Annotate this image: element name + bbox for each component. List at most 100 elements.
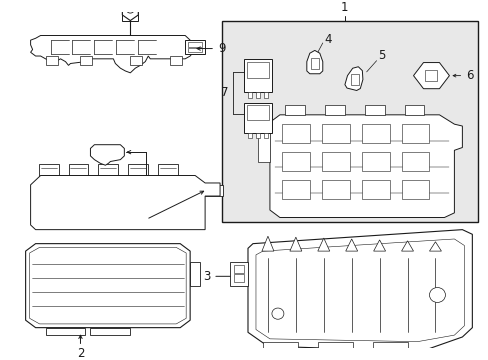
Bar: [317, 342, 352, 355]
Bar: [190, 262, 200, 285]
Bar: [45, 328, 85, 335]
Bar: [151, 200, 167, 209]
Polygon shape: [345, 239, 357, 251]
Bar: [264, 132, 267, 138]
Bar: [285, 105, 304, 115]
Bar: [188, 48, 202, 52]
Bar: [42, 183, 67, 197]
Bar: [81, 56, 92, 66]
Polygon shape: [289, 237, 301, 251]
Bar: [401, 124, 428, 143]
Polygon shape: [317, 238, 329, 251]
Text: 6: 6: [466, 69, 473, 82]
Bar: [39, 213, 57, 224]
Bar: [66, 213, 84, 224]
Polygon shape: [31, 176, 220, 230]
Bar: [246, 105, 268, 121]
Text: 3: 3: [203, 270, 210, 283]
Bar: [350, 74, 358, 85]
Text: 4: 4: [324, 33, 331, 46]
Polygon shape: [262, 236, 273, 251]
Bar: [321, 180, 349, 199]
Bar: [401, 180, 428, 199]
Bar: [234, 265, 244, 273]
Bar: [122, 213, 140, 224]
Text: 5: 5: [378, 49, 385, 62]
Bar: [150, 213, 168, 224]
Bar: [128, 164, 148, 176]
Polygon shape: [306, 50, 322, 74]
Bar: [246, 62, 268, 78]
Bar: [255, 93, 260, 98]
Polygon shape: [428, 242, 441, 251]
Bar: [258, 134, 269, 162]
Bar: [112, 183, 137, 197]
Bar: [364, 105, 384, 115]
Polygon shape: [25, 244, 190, 328]
Bar: [425, 70, 437, 81]
Bar: [244, 59, 271, 93]
Bar: [281, 180, 309, 199]
Bar: [361, 152, 389, 171]
Polygon shape: [90, 145, 124, 165]
Bar: [321, 152, 349, 171]
Polygon shape: [31, 36, 193, 73]
Bar: [81, 200, 97, 209]
Bar: [244, 103, 271, 132]
Bar: [116, 200, 132, 209]
Bar: [77, 183, 102, 197]
Bar: [281, 124, 309, 143]
Bar: [263, 342, 297, 355]
Bar: [46, 200, 62, 209]
Bar: [98, 164, 118, 176]
Bar: [281, 152, 309, 171]
Bar: [247, 132, 251, 138]
Circle shape: [428, 288, 445, 302]
Polygon shape: [255, 239, 464, 342]
Text: 1: 1: [340, 1, 348, 14]
Polygon shape: [269, 115, 462, 217]
Circle shape: [271, 308, 284, 319]
Circle shape: [126, 6, 134, 13]
Bar: [404, 105, 424, 115]
Bar: [108, 148, 114, 154]
Bar: [147, 183, 172, 197]
Bar: [361, 124, 389, 143]
Bar: [98, 148, 104, 154]
Text: 2: 2: [77, 347, 84, 360]
Polygon shape: [401, 241, 413, 251]
Bar: [401, 152, 428, 171]
Bar: [170, 56, 182, 66]
Polygon shape: [30, 247, 186, 324]
Polygon shape: [247, 230, 471, 351]
Text: 8: 8: [148, 179, 155, 192]
Bar: [188, 42, 202, 47]
Bar: [229, 262, 247, 285]
Bar: [372, 342, 407, 355]
Bar: [94, 213, 112, 224]
Polygon shape: [413, 63, 448, 89]
Bar: [222, 22, 477, 222]
Bar: [45, 56, 58, 66]
Polygon shape: [122, 4, 138, 21]
Polygon shape: [373, 240, 385, 251]
Bar: [247, 93, 251, 98]
Bar: [39, 164, 59, 176]
Bar: [94, 147, 118, 156]
Text: 7: 7: [220, 86, 227, 99]
Bar: [122, 9, 138, 21]
Bar: [68, 164, 88, 176]
Bar: [130, 56, 142, 66]
Bar: [90, 328, 130, 335]
Bar: [234, 274, 244, 282]
Bar: [361, 180, 389, 199]
Bar: [264, 93, 267, 98]
Bar: [204, 185, 223, 196]
Bar: [158, 164, 178, 176]
Bar: [255, 132, 260, 138]
Text: 9: 9: [218, 42, 225, 55]
Bar: [185, 40, 204, 54]
Bar: [310, 58, 318, 69]
Polygon shape: [344, 67, 362, 90]
Bar: [324, 105, 344, 115]
